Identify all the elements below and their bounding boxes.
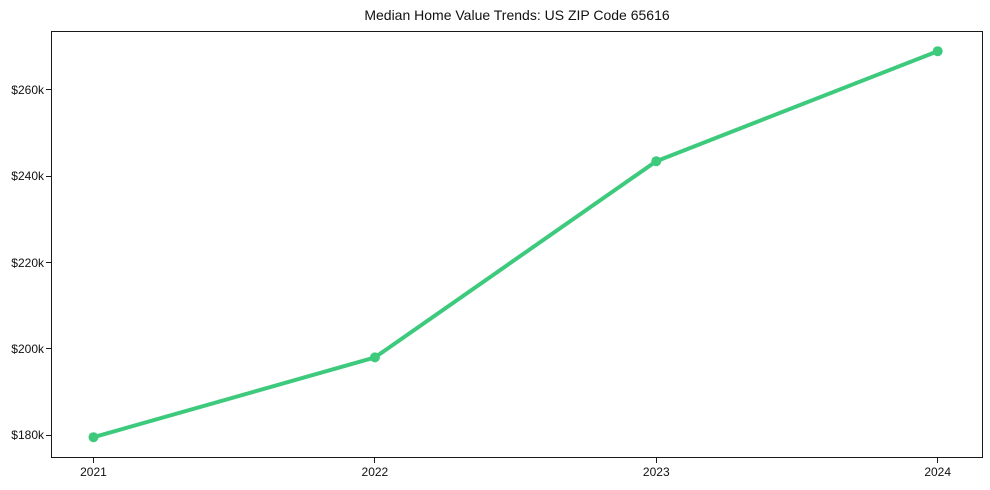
x-axis-tick <box>655 458 657 463</box>
y-axis-tick <box>46 89 51 91</box>
chart-title: Median Home Value Trends: US ZIP Code 65… <box>364 7 670 23</box>
y-tick-label: $260k <box>11 82 44 97</box>
trend-line <box>91 49 940 440</box>
y-axis-tick <box>46 175 51 177</box>
x-axis-tick <box>374 458 376 463</box>
x-tick-label: 2021 <box>80 465 107 479</box>
x-tick-label: 2022 <box>361 465 389 479</box>
y-tick-label: $200k <box>11 341 44 356</box>
data-point-marker-2024 <box>932 46 943 57</box>
y-tick-label: $220k <box>11 255 44 270</box>
data-point-marker-2023 <box>651 156 662 167</box>
x-tick-label: 2024 <box>924 465 952 479</box>
plot-svg <box>88 46 943 443</box>
y-tick-label: $240k <box>11 169 44 184</box>
y-axis-tick <box>46 434 51 436</box>
y-axis-tick <box>46 262 51 263</box>
plot-area <box>51 31 983 458</box>
data-point-marker-2022 <box>369 352 380 363</box>
y-axis-tick <box>46 348 51 350</box>
data-point-marker-2021 <box>88 432 99 443</box>
x-axis-tick <box>92 458 94 463</box>
y-tick-label: $180k <box>11 428 44 442</box>
x-axis-tick <box>937 458 939 463</box>
x-tick-label: 2023 <box>642 465 670 479</box>
